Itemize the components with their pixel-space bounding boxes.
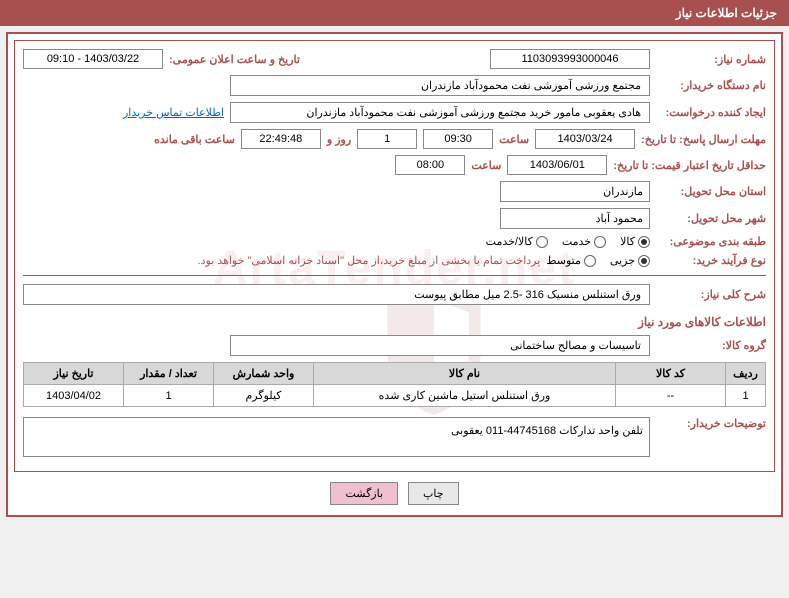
row-city: شهر محل تحویل: محمود آباد (23, 208, 766, 229)
table-header-row: ردیف کد کالا نام کالا واحد شمارش تعداد /… (24, 363, 766, 385)
buyer-org-value: مجتمع ورزشی آموزشی نفت محمودآباد مازندرا… (230, 75, 650, 96)
th-unit: واحد شمارش (214, 363, 314, 385)
general-desc-value: ورق استنلس منسیک 316 -2.5 میل مطابق پیوس… (23, 284, 650, 305)
announce-label: تاریخ و ساعت اعلان عمومی: (169, 53, 300, 66)
th-qty: تعداد / مقدار (124, 363, 214, 385)
row-validity: حداقل تاریخ اعتبار قیمت: تا تاریخ: 1403/… (23, 155, 766, 175)
goods-info-title: اطلاعات کالاهای مورد نیاز (23, 315, 766, 329)
payment-note: پرداخت تمام یا بخشی از مبلغ خرید،از محل … (198, 254, 541, 267)
creator-label: ایجاد کننده درخواست: (656, 106, 766, 119)
deadline-label: مهلت ارسال پاسخ: تا تاریخ: (641, 133, 766, 146)
row-creator: ایجاد کننده درخواست: هادی یعقوبی مامور خ… (23, 102, 766, 123)
row-buyer-org: نام دستگاه خریدار: مجتمع ورزشی آموزشی نف… (23, 75, 766, 96)
th-idx: ردیف (726, 363, 766, 385)
button-row: چاپ بازگشت (14, 482, 775, 505)
buyer-notes-label: توضیحات خریدار: (656, 417, 766, 430)
page-header: جزئیات اطلاعات نیاز (0, 0, 789, 26)
radio-dot-icon (536, 236, 548, 248)
row-buyer-notes: توضیحات خریدار: تلفن واحد تدارکات 447451… (23, 417, 766, 457)
purchase-type-radio-group: جزیی متوسط (546, 254, 650, 267)
province-label: استان محل تحویل: (656, 185, 766, 198)
radio-dot-icon (584, 255, 596, 267)
radio-kala[interactable]: کالا (620, 235, 650, 248)
back-button[interactable]: بازگشت (330, 482, 398, 505)
radio-kala-khedmat[interactable]: کالا/خدمت (486, 235, 548, 248)
announce-value: 1403/03/22 - 09:10 (23, 49, 163, 69)
radio-motavasset[interactable]: متوسط (546, 254, 596, 267)
row-purchase-type: نوع فرآیند خرید: جزیی متوسط پرداخت تمام … (23, 254, 766, 267)
radio-jozi[interactable]: جزیی (610, 254, 650, 267)
goods-group-label: گروه کالا: (656, 339, 766, 352)
cell-qty: 1 (124, 385, 214, 407)
city-label: شهر محل تحویل: (656, 212, 766, 225)
radio-dot-icon (594, 236, 606, 248)
th-date: تاریخ نیاز (24, 363, 124, 385)
need-number-label: شماره نیاز: (656, 53, 766, 66)
classification-label: طبقه بندی موضوعی: (656, 235, 766, 248)
goods-table: ردیف کد کالا نام کالا واحد شمارش تعداد /… (23, 362, 766, 407)
radio-khedmat[interactable]: خدمت (562, 235, 606, 248)
validity-time-label: ساعت (471, 159, 501, 172)
purchase-type-label: نوع فرآیند خرید: (656, 254, 766, 267)
need-number-value: 1103093993000046 (490, 49, 650, 69)
divider (23, 275, 766, 276)
row-goods-group: گروه کالا: تاسیسات و مصالح ساختمانی (23, 335, 766, 356)
province-value: مازندران (500, 181, 650, 202)
inner-frame: ArtaTender.net شماره نیاز: 1103093993000… (14, 40, 775, 472)
row-classification: طبقه بندی موضوعی: کالا خدمت کالا/خدمت (23, 235, 766, 248)
page-title: جزئیات اطلاعات نیاز (676, 6, 777, 20)
deadline-date: 1403/03/24 (535, 129, 635, 149)
outer-frame: ArtaTender.net شماره نیاز: 1103093993000… (6, 32, 783, 517)
buyer-org-label: نام دستگاه خریدار: (656, 79, 766, 92)
radio-dot-icon (638, 236, 650, 248)
deadline-countdown: 22:49:48 (241, 129, 321, 149)
th-code: کد کالا (616, 363, 726, 385)
city-value: محمود آباد (500, 208, 650, 229)
deadline-time-label: ساعت (499, 133, 529, 146)
th-name: نام کالا (314, 363, 616, 385)
deadline-remain-label: ساعت باقی مانده (154, 133, 235, 146)
classification-radio-group: کالا خدمت کالا/خدمت (486, 235, 650, 248)
cell-code: -- (616, 385, 726, 407)
validity-time: 08:00 (395, 155, 465, 175)
validity-label: حداقل تاریخ اعتبار قیمت: تا تاریخ: (613, 159, 766, 172)
deadline-days: 1 (357, 129, 417, 149)
goods-group-value: تاسیسات و مصالح ساختمانی (230, 335, 650, 356)
creator-value: هادی یعقوبی مامور خرید مجتمع ورزشی آموزش… (230, 102, 650, 123)
radio-dot-icon (638, 255, 650, 267)
cell-name: ورق استنلس استیل ماشین کاری شده (314, 385, 616, 407)
row-general-desc: شرح کلی نیاز: ورق استنلس منسیک 316 -2.5 … (23, 284, 766, 305)
buyer-notes-value: تلفن واحد تدارکات 44745168-011 یعقوبی (23, 417, 650, 457)
row-need-number: شماره نیاز: 1103093993000046 تاریخ و ساع… (23, 49, 766, 69)
table-row: 1 -- ورق استنلس استیل ماشین کاری شده کیل… (24, 385, 766, 407)
contact-buyer-link[interactable]: اطلاعات تماس خریدار (123, 106, 224, 119)
deadline-time: 09:30 (423, 129, 493, 149)
cell-date: 1403/04/02 (24, 385, 124, 407)
deadline-days-label: روز و (327, 133, 351, 146)
row-province: استان محل تحویل: مازندران (23, 181, 766, 202)
general-desc-label: شرح کلی نیاز: (656, 288, 766, 301)
cell-idx: 1 (726, 385, 766, 407)
cell-unit: کیلوگرم (214, 385, 314, 407)
row-deadline: مهلت ارسال پاسخ: تا تاریخ: 1403/03/24 سا… (23, 129, 766, 149)
print-button[interactable]: چاپ (408, 482, 459, 505)
validity-date: 1403/06/01 (507, 155, 607, 175)
